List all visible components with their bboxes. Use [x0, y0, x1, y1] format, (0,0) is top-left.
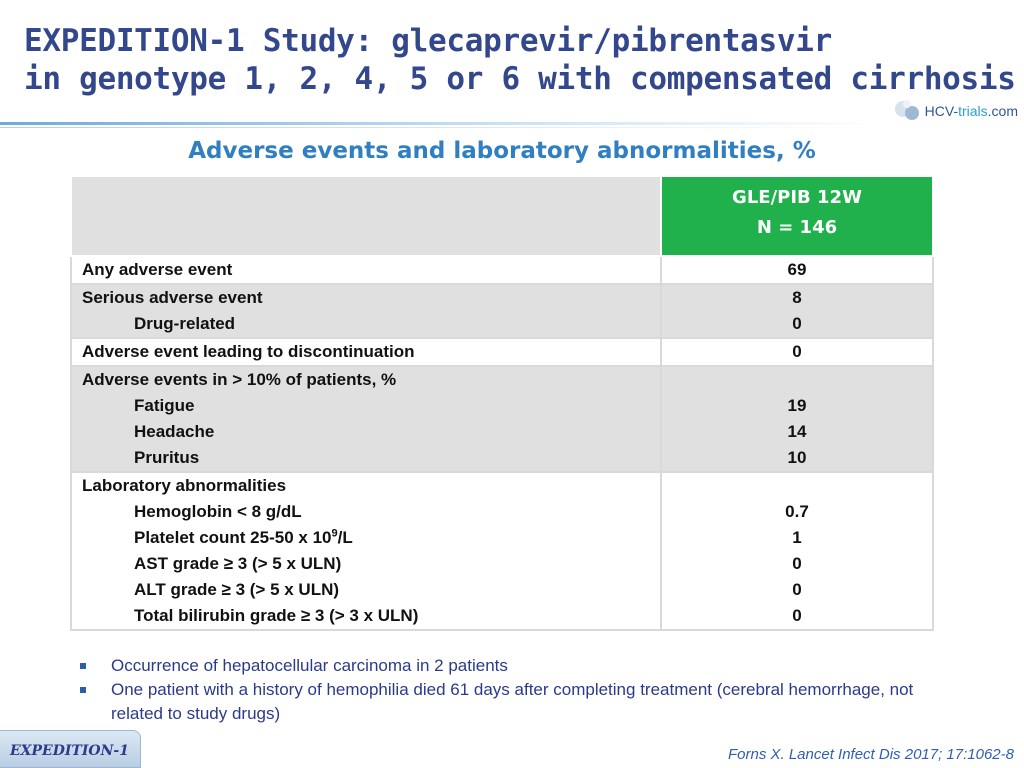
row-sublabel: Headache	[134, 422, 215, 441]
list-item: One patient with a history of hemophilia…	[78, 678, 938, 726]
adverse-events-table: GLE/PIB 12W N = 146 Any adverse event 69…	[70, 175, 934, 631]
row-label: Serious adverse event	[82, 288, 263, 307]
row-label: Laboratory abnormalities	[82, 476, 287, 495]
slide-title: EXPEDITION-1 Study: glecaprevir/pibrenta…	[24, 22, 1016, 98]
row-label: Any adverse event	[82, 260, 233, 279]
table-title: Adverse events and laboratory abnormalit…	[188, 138, 816, 164]
table-header-column: GLE/PIB 12W N = 146	[660, 175, 934, 257]
row-value: 14	[787, 422, 807, 441]
row-value: 0	[792, 554, 802, 573]
row-value: 0.7	[785, 502, 809, 521]
row-sublabel: Total bilirubin grade ≥ 3 (> 3 x ULN)	[134, 606, 419, 625]
notes-list: Occurrence of hepatocellular carcinoma i…	[78, 654, 938, 726]
row-value: 0	[792, 342, 802, 361]
table-header-row: GLE/PIB 12W N = 146	[70, 175, 934, 257]
row-value: 69	[787, 260, 807, 279]
slide-title-line1: EXPEDITION-1 Study: glecaprevir/pibrenta…	[24, 23, 832, 59]
row-sublabel: AST grade ≥ 3 (> 5 x ULN)	[134, 554, 342, 573]
table-row: Serious adverse event Drug-related 8 0	[70, 283, 934, 339]
row-value: 0	[792, 314, 802, 333]
molecule-logo-icon	[894, 100, 919, 120]
slide-title-line2: in genotype 1, 2, 4, 5 or 6 with compens…	[24, 61, 1016, 97]
row-value: 0	[792, 580, 802, 599]
row-label: Adverse event leading to discontinuation	[82, 342, 415, 361]
row-value	[662, 473, 932, 499]
row-sublabel: ALT grade ≥ 3 (> 5 x ULN)	[134, 580, 340, 599]
column-n-label: N = 146	[756, 217, 838, 238]
citation: Forns X. Lancet Infect Dis 2017; 17:1062…	[727, 746, 1014, 763]
table-row: Adverse event leading to discontinuation…	[70, 337, 934, 367]
row-value: 0	[792, 606, 802, 625]
header-divider-thin	[0, 127, 880, 128]
logo-text: HCV-trials.com	[924, 103, 1018, 119]
table-header-label	[70, 175, 662, 257]
column-arm-label: GLE/PIB 12W	[732, 187, 862, 208]
row-value: 10	[787, 448, 807, 467]
superscript-exponent: 9	[331, 527, 338, 540]
row-value: 8	[792, 288, 802, 307]
row-sublabel: Drug-related	[134, 314, 236, 333]
row-value: 1	[792, 528, 802, 547]
row-sublabel: Pruritus	[134, 448, 200, 467]
square-bullet-icon	[80, 663, 86, 669]
row-sublabel: Hemoglobin < 8 g/dL	[134, 502, 302, 521]
note-text: One patient with a history of hemophilia…	[111, 680, 914, 723]
row-value: 19	[787, 396, 807, 415]
square-bullet-icon	[80, 687, 86, 693]
row-sublabel: Fatigue	[134, 396, 195, 415]
table-row: Adverse events in > 10% of patients, % F…	[70, 365, 934, 473]
table-row: Laboratory abnormalities Hemoglobin < 8 …	[70, 471, 934, 631]
note-text: Occurrence of hepatocellular carcinoma i…	[111, 656, 508, 675]
row-label: Adverse events in > 10% of patients, %	[82, 370, 397, 389]
table-row: Any adverse event 69	[70, 255, 934, 285]
study-tag: EXPEDITION-1	[0, 730, 141, 768]
row-value	[662, 367, 932, 393]
row-sublabel-platelet: Platelet count 25-50 x 109/L	[134, 527, 353, 547]
header-divider	[0, 122, 880, 125]
hcv-trials-logo: HCV-trials.com	[894, 98, 1018, 124]
list-item: Occurrence of hepatocellular carcinoma i…	[78, 654, 938, 678]
